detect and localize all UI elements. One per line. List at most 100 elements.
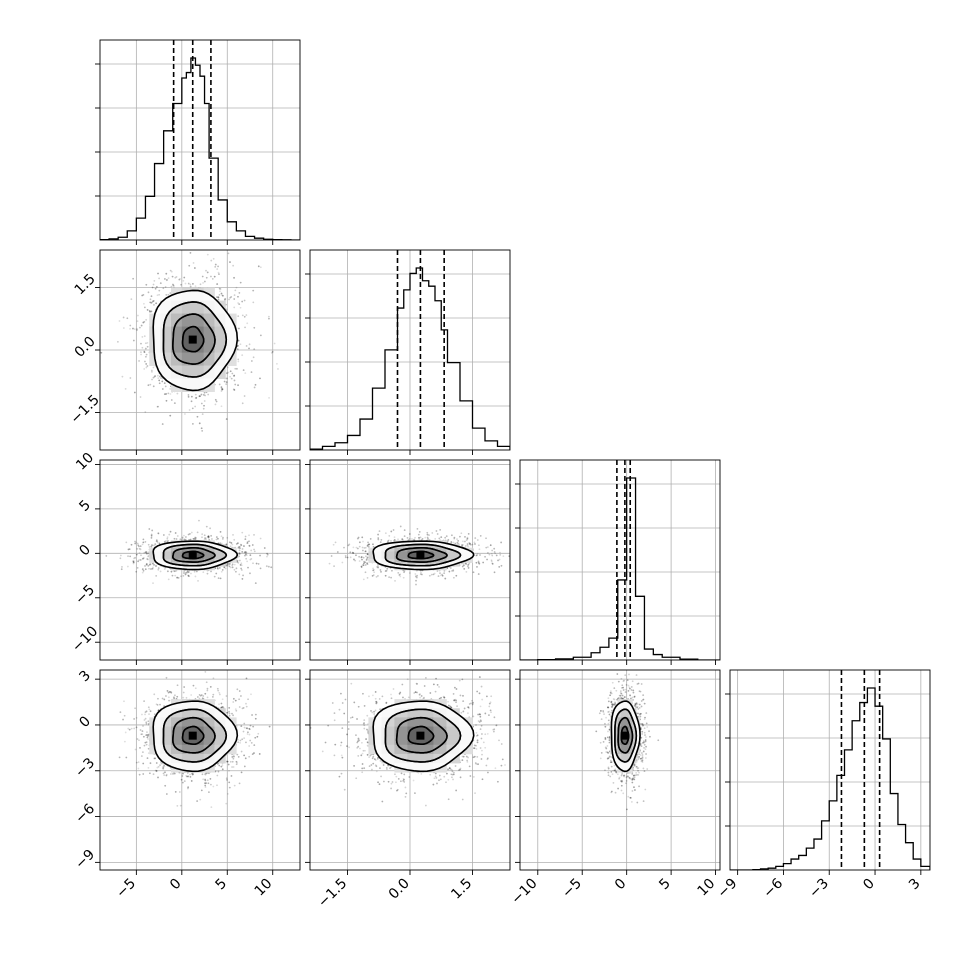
hist-panel-3: −9 −6 −3 0 3 (715, 669, 931, 902)
scatter-point (430, 573, 433, 576)
scatter-point (608, 755, 611, 758)
scatter-point (644, 740, 647, 743)
scatter-point (183, 538, 186, 541)
scatter-point (187, 775, 190, 778)
scatter-point (156, 541, 159, 544)
scatter-point (241, 550, 244, 553)
scatter-point (203, 534, 206, 537)
scatter-point (143, 551, 146, 554)
scatter-point (397, 777, 400, 780)
scatter-point (481, 753, 483, 756)
scatter-point (221, 542, 223, 545)
scatter-point (142, 569, 145, 572)
scatter-point (246, 560, 249, 563)
scatter-point (189, 283, 192, 286)
scatter-point (245, 554, 248, 557)
scatter-point (185, 571, 187, 574)
scatter-point (333, 565, 335, 568)
scatter-point (147, 747, 150, 750)
scatter-point (418, 538, 421, 540)
scatter-point (218, 693, 221, 696)
scatter-point (169, 691, 172, 693)
scatter-point (212, 257, 215, 260)
scatter-point (604, 722, 606, 725)
scatter-point (152, 376, 155, 379)
scatter-point (619, 691, 622, 694)
scatter-point (208, 791, 210, 794)
scatter-point (643, 770, 646, 773)
scatter-point (270, 351, 273, 354)
scatter-point (613, 704, 616, 707)
scatter-point (634, 763, 637, 766)
scatter-point (418, 536, 420, 539)
scatter-point (268, 725, 271, 728)
scatter-point (176, 577, 178, 579)
scatter-point (142, 321, 145, 324)
scatter-point (637, 758, 640, 761)
scatter-point (618, 694, 621, 697)
scatter-point (440, 536, 443, 539)
scatter-point (420, 695, 423, 697)
scatter-point (638, 706, 641, 709)
scatter-point (372, 543, 374, 546)
scatter-point (439, 528, 442, 531)
scatter-point (610, 755, 612, 758)
scatter-point (146, 736, 149, 739)
scatter-point (200, 694, 203, 696)
scatter-point (511, 732, 513, 734)
scatter-point (128, 728, 131, 731)
scatter-point (390, 782, 393, 785)
scatter-point (472, 701, 474, 704)
scatter-point (638, 703, 641, 706)
scatter-point (155, 564, 157, 567)
scatter-point (151, 300, 154, 303)
scatter-point (250, 549, 253, 552)
scatter-point (637, 757, 640, 760)
scatter-point (444, 536, 447, 539)
scatter-point (138, 559, 141, 561)
scatter-point (657, 739, 660, 742)
scatter-point (479, 534, 482, 537)
scatter-point (243, 726, 246, 729)
scatter-point (146, 734, 149, 736)
scatter-point (468, 703, 471, 705)
scatter-point (147, 733, 150, 736)
scatter-point (643, 731, 646, 734)
scatter-point (341, 702, 344, 704)
scatter-point (334, 743, 337, 746)
scatter-point (439, 778, 442, 781)
scatter-point (641, 757, 644, 760)
scatter-point (624, 782, 627, 785)
scatter-point (415, 579, 417, 582)
scatter-point (174, 791, 177, 793)
scatter-point (191, 773, 194, 776)
scatter-point (486, 758, 489, 761)
scatter-point (221, 569, 224, 571)
scatter-point (221, 764, 224, 767)
scatter-point (378, 698, 381, 700)
scatter-point (604, 769, 606, 772)
scatter-point (206, 572, 209, 575)
panel-content (310, 676, 513, 807)
scatter-point (225, 543, 228, 546)
scatter-point (163, 393, 166, 396)
scatter-point (238, 559, 241, 562)
scatter-point (455, 701, 457, 704)
scatter-point (244, 551, 247, 553)
scatter-point (398, 692, 401, 695)
scatter-point (352, 552, 355, 555)
scatter-point (637, 682, 640, 685)
x-tick-label: −9 (715, 876, 741, 902)
scatter-point (215, 536, 218, 538)
scatter-point (148, 309, 151, 312)
scatter-point (196, 800, 199, 802)
scatter-point (413, 538, 416, 541)
scatter-point (631, 781, 634, 784)
scatter-point (395, 775, 398, 778)
scatter-point (640, 700, 643, 702)
scatter-point (163, 774, 166, 777)
scatter-point (157, 568, 160, 571)
scatter-point (244, 535, 247, 538)
scatter-point (237, 360, 240, 363)
scatter-point (145, 721, 148, 724)
